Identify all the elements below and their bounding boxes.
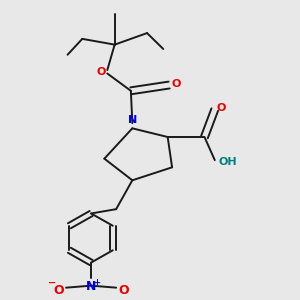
Text: O: O: [96, 67, 106, 77]
Text: +: +: [93, 278, 100, 287]
Text: O: O: [53, 284, 64, 297]
Text: O: O: [118, 284, 129, 297]
Text: O: O: [217, 103, 226, 113]
Text: N: N: [86, 280, 96, 293]
Text: OH: OH: [219, 157, 237, 166]
Text: −: −: [48, 278, 56, 288]
Text: O: O: [172, 79, 181, 89]
Text: N: N: [128, 115, 137, 125]
